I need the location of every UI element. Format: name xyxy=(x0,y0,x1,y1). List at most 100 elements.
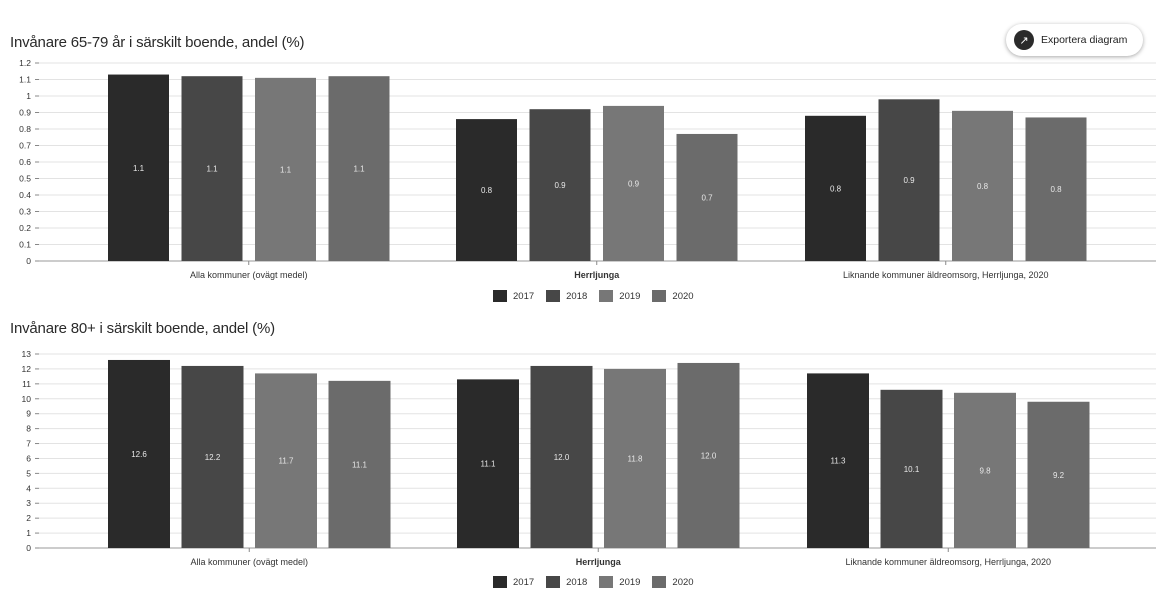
y-tick-label: 0 xyxy=(26,256,31,266)
data-label: 1.1 xyxy=(133,164,145,173)
legend-label: 2017 xyxy=(513,290,535,302)
bar-2018 xyxy=(880,389,943,548)
y-tick-label: 4 xyxy=(26,483,31,493)
legend-label: 2018 xyxy=(566,290,588,302)
bar-2017 xyxy=(108,74,169,261)
bar-2019 xyxy=(255,77,316,261)
legend-label: 2017 xyxy=(513,576,535,588)
legend-swatch xyxy=(546,290,561,302)
legend-swatch xyxy=(599,290,614,302)
legend-item-2017[interactable]: 2017 xyxy=(493,576,534,588)
y-tick-label: 0.8 xyxy=(19,124,31,134)
data-label: 0.8 xyxy=(481,186,493,195)
x-tick-label: Herrljunga xyxy=(574,270,620,280)
data-label: 11.8 xyxy=(628,454,644,463)
y-tick-label: 5 xyxy=(26,468,31,478)
bar-2019 xyxy=(952,110,1013,261)
x-tick-label: Liknande kommuner äldreomsorg, Herrljung… xyxy=(845,557,1051,567)
legend-65-79: 2017 2018 2019 2020 xyxy=(493,290,694,302)
bar-2018 xyxy=(530,365,593,548)
data-label: 0.8 xyxy=(1050,185,1062,194)
bar-2020 xyxy=(677,362,740,548)
export-diagram-label: Exportera diagram xyxy=(1041,34,1128,46)
y-tick-label: 1.1 xyxy=(19,75,31,85)
y-tick-label: 1 xyxy=(26,91,31,101)
bar-2019 xyxy=(603,105,664,262)
data-label: 1.1 xyxy=(206,165,218,174)
legend-item-2018[interactable]: 2018 xyxy=(546,576,587,588)
y-tick-label: 6 xyxy=(26,453,31,463)
y-tick-label: 0 xyxy=(26,543,31,553)
bar-2017 xyxy=(108,359,170,548)
legend-80-plus: 2017 2018 2019 2020 xyxy=(493,576,694,588)
chart-title-80-plus: Invånare 80+ i särskilt boende, andel (%… xyxy=(10,320,275,337)
data-label: 11.1 xyxy=(481,460,497,469)
legend-item-2018[interactable]: 2018 xyxy=(546,290,587,302)
bar-2017 xyxy=(805,115,866,261)
export-icon: ↗ xyxy=(1014,30,1034,50)
y-tick-label: 0.7 xyxy=(19,141,31,151)
bar-2018 xyxy=(181,365,244,548)
y-tick-label: 2 xyxy=(26,513,31,523)
legend-item-2019[interactable]: 2019 xyxy=(599,290,640,302)
bar-2020 xyxy=(1027,401,1090,548)
y-tick-label: 8 xyxy=(26,424,31,434)
legend-label: 2020 xyxy=(672,576,694,588)
bar-2017 xyxy=(457,379,519,548)
legend-label: 2019 xyxy=(619,290,641,302)
y-tick-label: 0.5 xyxy=(19,174,31,184)
y-tick-label: 0.6 xyxy=(19,157,31,167)
y-tick-label: 12 xyxy=(22,364,32,374)
legend-swatch xyxy=(493,290,507,302)
y-tick-label: 0.9 xyxy=(19,108,31,118)
data-label: 10.1 xyxy=(904,465,920,474)
x-tick-label: Alla kommuner (ovägt medel) xyxy=(190,557,308,567)
bar-2017 xyxy=(456,119,517,261)
bar-2018 xyxy=(181,76,243,261)
legend-item-2017[interactable]: 2017 xyxy=(493,290,534,302)
data-label: 11.1 xyxy=(352,460,368,469)
legend-item-2019[interactable]: 2019 xyxy=(599,576,640,588)
data-label: 1.1 xyxy=(353,165,365,174)
legend-swatch xyxy=(493,576,507,588)
data-label: 0.9 xyxy=(554,181,566,190)
bar-2018 xyxy=(529,109,591,261)
y-tick-label: 1.2 xyxy=(19,58,31,68)
data-label: 9.8 xyxy=(979,466,991,475)
legend-label: 2020 xyxy=(672,290,694,302)
bar-2020 xyxy=(676,133,738,261)
data-label: 1.1 xyxy=(280,165,292,174)
data-label: 0.9 xyxy=(628,179,640,188)
y-tick-label: 9 xyxy=(26,409,31,419)
x-tick-label: Alla kommuner (ovägt medel) xyxy=(190,270,308,280)
y-tick-label: 1 xyxy=(26,528,31,538)
data-label: 0.9 xyxy=(903,176,915,185)
data-label: 12.0 xyxy=(701,451,717,460)
legend-item-2020[interactable]: 2020 xyxy=(652,290,694,302)
chart-title-65-79: Invånare 65-79 år i särskilt boende, and… xyxy=(10,34,305,51)
bar-2020 xyxy=(1025,117,1087,261)
legend-swatch xyxy=(652,290,667,302)
data-label: 12.0 xyxy=(554,453,570,462)
legend-swatch xyxy=(599,576,614,588)
data-label: 12.6 xyxy=(131,450,147,459)
export-diagram-button[interactable]: ↗ Exportera diagram xyxy=(1006,24,1143,56)
x-tick-label: Herrljunga xyxy=(576,557,622,567)
x-tick-label: Liknande kommuner äldreomsorg, Herrljung… xyxy=(843,270,1049,280)
y-tick-label: 13 xyxy=(22,349,32,359)
bar-2017 xyxy=(807,373,869,548)
bar-2020 xyxy=(328,380,391,548)
data-label: 12.2 xyxy=(205,453,221,462)
legend-item-2020[interactable]: 2020 xyxy=(652,576,694,588)
legend-swatch xyxy=(546,576,561,588)
data-label: 0.8 xyxy=(977,182,989,191)
bar-2019 xyxy=(954,392,1016,548)
data-label: 9.2 xyxy=(1053,471,1065,480)
bar-2019 xyxy=(604,368,666,548)
y-tick-label: 10 xyxy=(22,394,32,404)
y-tick-label: 0.2 xyxy=(19,223,31,233)
y-tick-label: 0.4 xyxy=(19,190,31,200)
y-tick-label: 3 xyxy=(26,498,31,508)
legend-label: 2019 xyxy=(619,576,641,588)
bar-2019 xyxy=(255,373,317,548)
